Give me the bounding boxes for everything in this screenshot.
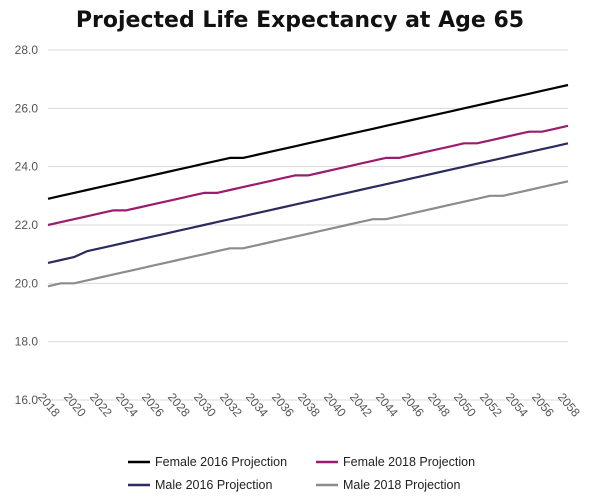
x-tick-label: 2034 (243, 390, 271, 420)
x-tick-label: 2020 (61, 390, 89, 420)
series-lines (47, 83, 569, 288)
x-tick-label: 2058 (555, 390, 583, 420)
series-line-0 (47, 83, 569, 200)
y-axis-tick-labels: 16.0 18.0 20.0 22.0 24.0 26.0 28.0 (15, 43, 39, 407)
legend-label: Female 2016 Projection (155, 455, 287, 469)
y-tick-label: 24.0 (15, 160, 39, 174)
x-tick-label: 2030 (191, 390, 219, 420)
legend: Female 2016 Projection Female 2018 Projec… (128, 455, 475, 492)
x-tick-label: 2036 (269, 390, 297, 420)
chart-title: Projected Life Expectancy at Age 65 (75, 8, 525, 33)
x-tick-label: 2032 (217, 390, 245, 420)
x-tick-label: 2056 (529, 390, 557, 420)
y-tick-label: 18.0 (15, 335, 39, 349)
y-tick-label: 26.0 (15, 101, 39, 115)
x-tick-label: 2052 (477, 390, 505, 420)
x-tick-label: 2040 (321, 390, 349, 420)
y-tick-label: 22.0 (15, 218, 39, 232)
legend-label: Male 2018 Projection (343, 478, 460, 492)
x-tick-label: 2022 (87, 390, 115, 420)
legend-label: Male 2016 Projection (155, 478, 272, 492)
x-tick-label: 2026 (139, 390, 167, 420)
series-line-3 (47, 180, 569, 288)
x-tick-label: 2048 (425, 390, 453, 420)
x-tick-label: 2038 (295, 390, 323, 420)
series-line-1 (47, 124, 569, 227)
x-tick-label: 2024 (113, 390, 141, 420)
x-tick-label: 2044 (373, 390, 401, 420)
series-line-2 (47, 142, 569, 264)
x-tick-label: 2050 (451, 390, 479, 420)
x-tick-label: 2046 (399, 390, 427, 420)
y-tick-label: 20.0 (15, 276, 39, 290)
x-tick-label: 2042 (347, 390, 375, 420)
legend-label: Female 2018 Projection (343, 455, 475, 469)
x-tick-label: 2054 (503, 390, 531, 420)
gridlines (48, 49, 568, 401)
y-tick-label: 16.0 (15, 393, 39, 407)
x-axis-tick-labels: 2018202020222024202620282030203220342036… (35, 390, 583, 420)
x-tick-label: 2018 (35, 390, 63, 420)
y-tick-label: 28.0 (15, 43, 39, 57)
x-tick-label: 2028 (165, 390, 193, 420)
